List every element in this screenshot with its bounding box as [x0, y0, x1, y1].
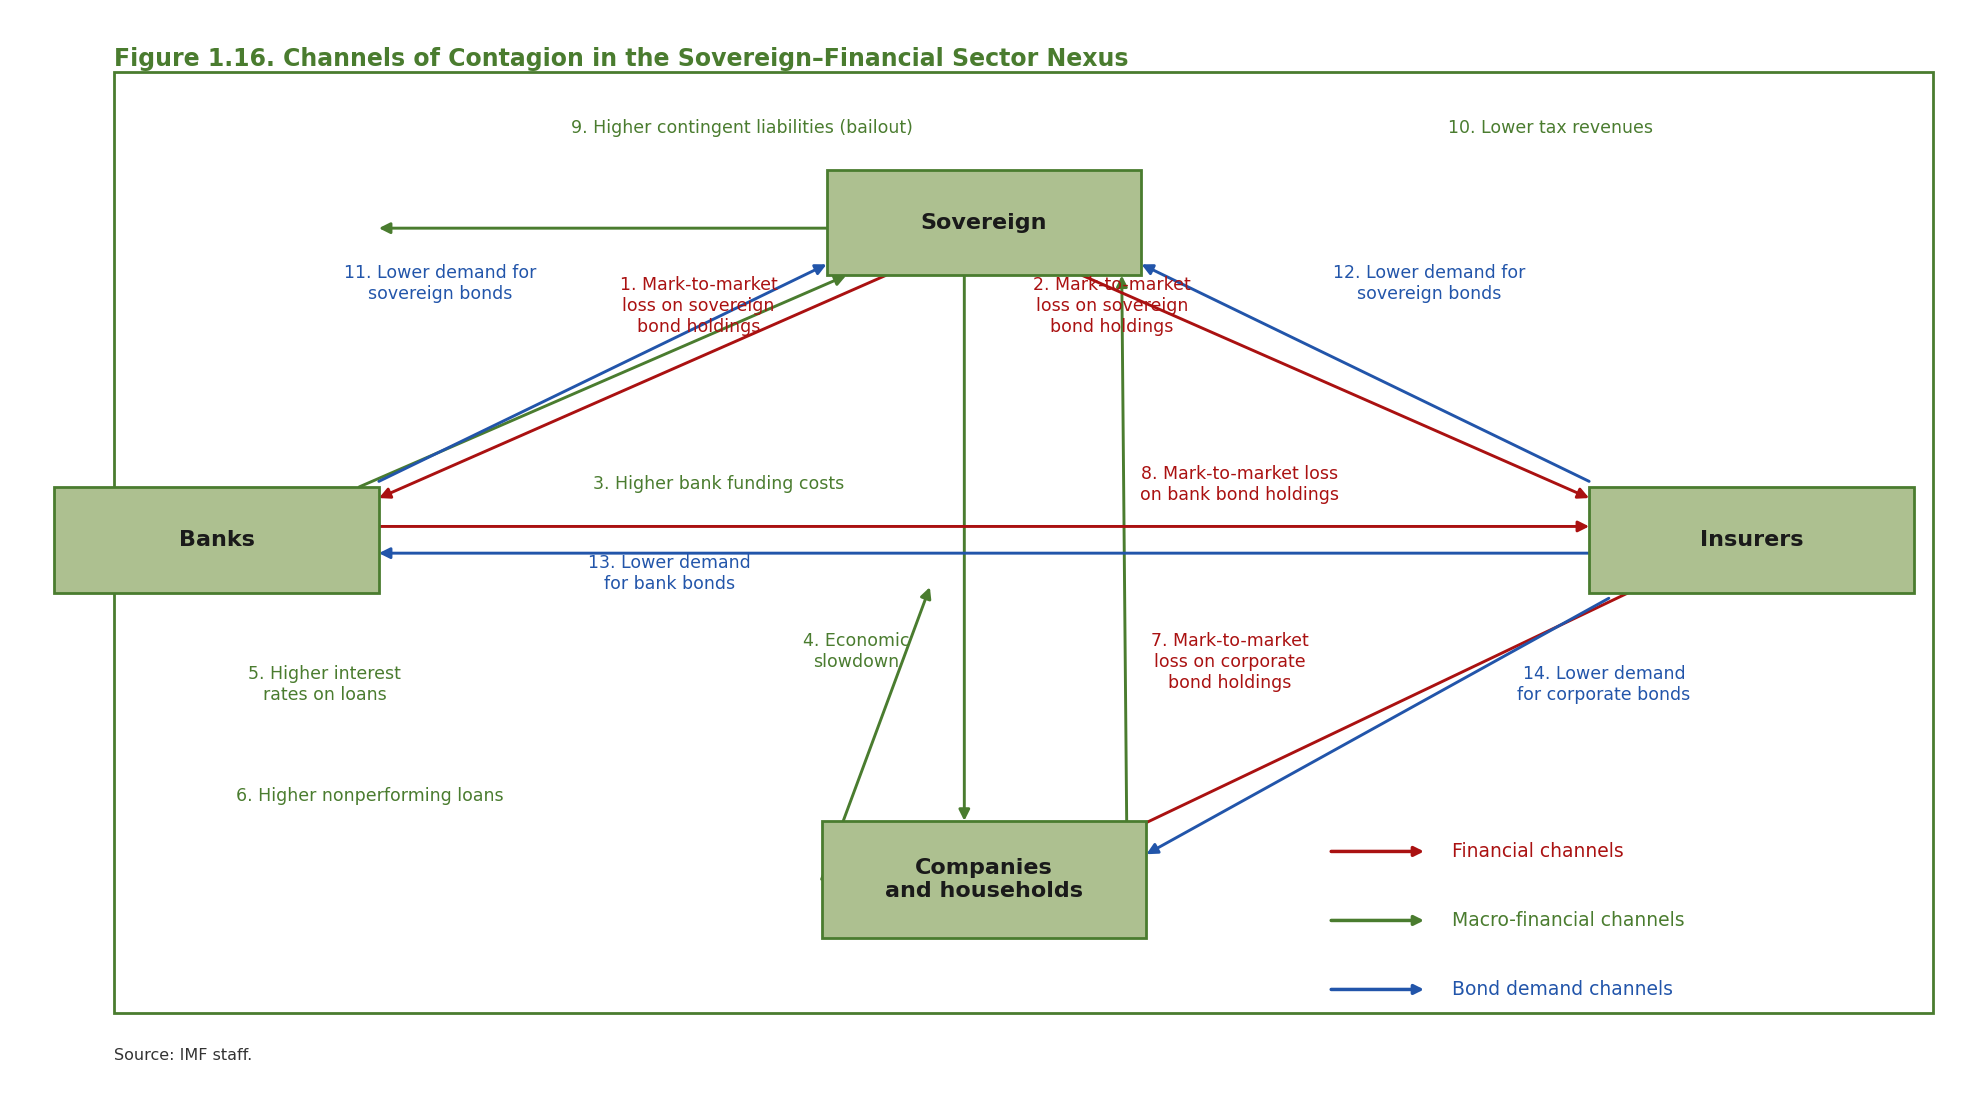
Text: Macro-financial channels: Macro-financial channels [1452, 910, 1685, 930]
Text: 14. Lower demand
for corporate bonds: 14. Lower demand for corporate bonds [1517, 666, 1691, 703]
FancyBboxPatch shape [823, 821, 1145, 937]
Text: Bond demand channels: Bond demand channels [1452, 979, 1673, 999]
Text: 5. Higher interest
rates on loans: 5. Higher interest rates on loans [248, 666, 401, 703]
Text: 12. Lower demand for
sovereign bonds: 12. Lower demand for sovereign bonds [1332, 265, 1525, 303]
Text: Financial channels: Financial channels [1452, 841, 1624, 861]
Text: 13. Lower demand
for bank bonds: 13. Lower demand for bank bonds [588, 554, 750, 592]
Text: Insurers: Insurers [1700, 530, 1803, 550]
Text: 10. Lower tax revenues: 10. Lower tax revenues [1448, 119, 1653, 137]
Text: Sovereign: Sovereign [921, 213, 1047, 233]
Text: Figure 1.16. Channels of Contagion in the Sovereign–Financial Sector Nexus: Figure 1.16. Channels of Contagion in th… [114, 47, 1128, 71]
FancyBboxPatch shape [1590, 487, 1913, 593]
Text: 1. Mark-to-market
loss on sovereign
bond holdings: 1. Mark-to-market loss on sovereign bond… [620, 276, 777, 336]
Text: 6. Higher nonperforming loans: 6. Higher nonperforming loans [236, 787, 504, 805]
Text: 9. Higher contingent liabilities (bailout): 9. Higher contingent liabilities (bailou… [571, 119, 913, 137]
Text: 11. Lower demand for
sovereign bonds: 11. Lower demand for sovereign bonds [344, 265, 537, 303]
Text: 8. Mark-to-market loss
on bank bond holdings: 8. Mark-to-market loss on bank bond hold… [1139, 465, 1340, 503]
FancyBboxPatch shape [53, 487, 378, 593]
Text: Companies
and households: Companies and households [886, 858, 1082, 900]
Text: 2. Mark-to-market
loss on sovereign
bond holdings: 2. Mark-to-market loss on sovereign bond… [1033, 276, 1191, 336]
Text: 7. Mark-to-market
loss on corporate
bond holdings: 7. Mark-to-market loss on corporate bond… [1151, 632, 1309, 692]
Text: Banks: Banks [179, 530, 254, 550]
FancyBboxPatch shape [827, 170, 1141, 276]
Text: 4. Economic
slowdown: 4. Economic slowdown [803, 632, 909, 670]
Text: Source: IMF staff.: Source: IMF staff. [114, 1048, 252, 1063]
FancyBboxPatch shape [114, 72, 1933, 1013]
Text: 3. Higher bank funding costs: 3. Higher bank funding costs [592, 475, 844, 493]
